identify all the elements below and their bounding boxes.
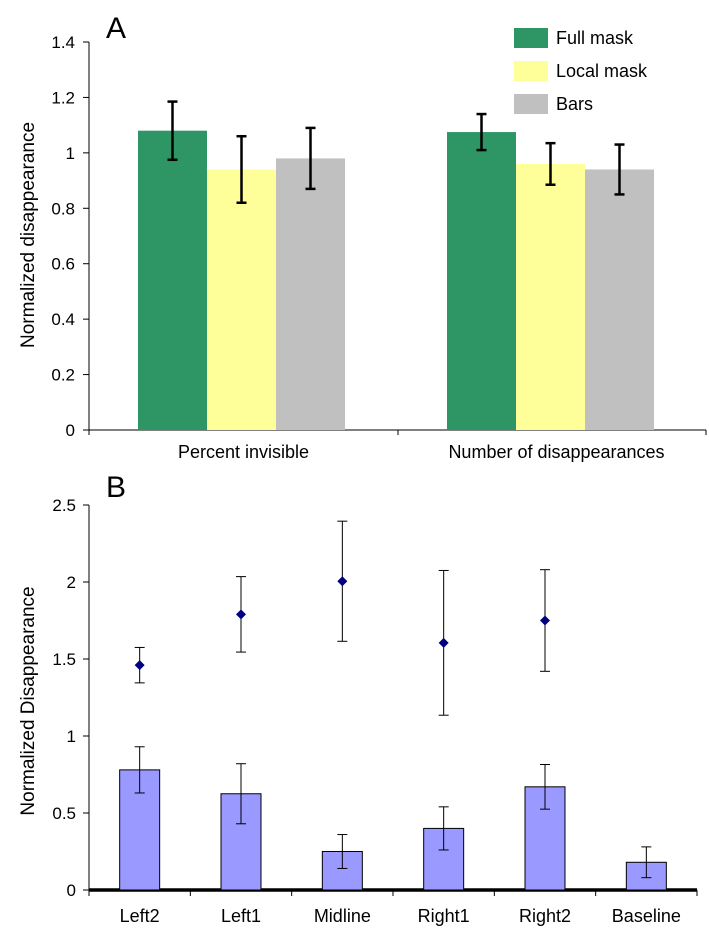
panel-a-y-tick-label: 1.4 — [51, 33, 75, 52]
panel-a-y-tick-label: 0.8 — [51, 199, 75, 218]
panel-b-bars — [119, 746, 667, 891]
panel-b-y-tick-label: 0.5 — [52, 804, 76, 823]
panel-b-point — [438, 637, 449, 648]
panel-b-x-tick-label: Right1 — [418, 906, 470, 926]
panel-b-y-tick-label: 2.5 — [52, 496, 76, 515]
panel-a-label: A — [106, 12, 126, 45]
panel-b-y-tick-label: 0 — [67, 881, 76, 900]
panel-a-y-tick-label: 0.6 — [51, 255, 75, 274]
panel-b-x-tick-label: Midline — [314, 906, 371, 926]
panel-a-legend-swatch — [514, 61, 548, 81]
panel-a-bars — [138, 100, 654, 431]
panel-b-x-tick-labels: Left2 Left1 Midline Right1 Right2 Baseline — [120, 906, 681, 926]
panel-b: B Normalized Disappearance 00.511.522.5 … — [18, 471, 698, 926]
panel-b-point — [337, 576, 348, 587]
panel-a-y-tick-label: 0 — [66, 421, 75, 440]
panel-b-point — [236, 609, 246, 620]
panel-a-y-tick-label: 1 — [66, 144, 75, 163]
panel-a-bar — [207, 169, 276, 430]
panel-a-bar — [138, 130, 207, 430]
panel-a-y-tick-label: 0.4 — [51, 310, 75, 329]
panel-b-x-tick-label: Right2 — [519, 906, 571, 926]
panel-a-y-tick-label: 0.2 — [51, 366, 75, 385]
panel-b-x-tick-label: Left2 — [120, 906, 160, 926]
panel-b-y-axis-label: Normalized Disappearance — [18, 586, 39, 815]
panel-a-legend-swatch — [514, 94, 548, 114]
panel-a-bar — [447, 132, 516, 431]
panel-a-legend: Full mask Local mask Bars — [514, 28, 648, 114]
panel-a: A Normalized disappearance 0 0.2 0.4 0.6 0.8… — [18, 12, 707, 462]
panel-a-y-tick-label: 1.2 — [51, 88, 75, 107]
panel-a-x-tick-labels: Percent invisible Number of disappearance… — [178, 442, 665, 462]
panel-a-bar — [276, 158, 345, 430]
panel-a-x-tick-label: Percent invisible — [178, 442, 309, 462]
panel-b-axes: 0 0.5 1 1.5 2 2.5 — [52, 496, 698, 900]
panel-a-bar — [585, 169, 654, 430]
panel-b-point — [134, 660, 145, 671]
panel-a-legend-label: Full mask — [556, 28, 634, 48]
panel-a-legend-label: Local mask — [556, 61, 648, 81]
panel-a-legend-label: Bars — [556, 94, 593, 114]
panel-a-bar — [516, 163, 585, 430]
panel-b-label: B — [106, 471, 126, 504]
panel-a-y-axis-label: Normalized disappearance — [18, 122, 39, 348]
panel-a-legend-swatch — [514, 28, 548, 48]
panel-b-y-tick-label: 1.5 — [52, 650, 76, 669]
panel-b-y-tick-label: 1 — [67, 727, 76, 746]
panel-b-point — [540, 615, 550, 626]
panel-b-y-tick-label: 2 — [67, 573, 76, 592]
panel-b-x-tick-label: Left1 — [221, 906, 261, 926]
panel-a-axes: 0 0.2 0.4 0.6 0.8 1 1.2 1.4 — [51, 33, 707, 440]
panel-b-x-tick-label: Baseline — [612, 906, 681, 926]
panel-a-x-tick-label: Number of disappearances — [448, 442, 664, 462]
panel-b-points — [134, 520, 550, 716]
